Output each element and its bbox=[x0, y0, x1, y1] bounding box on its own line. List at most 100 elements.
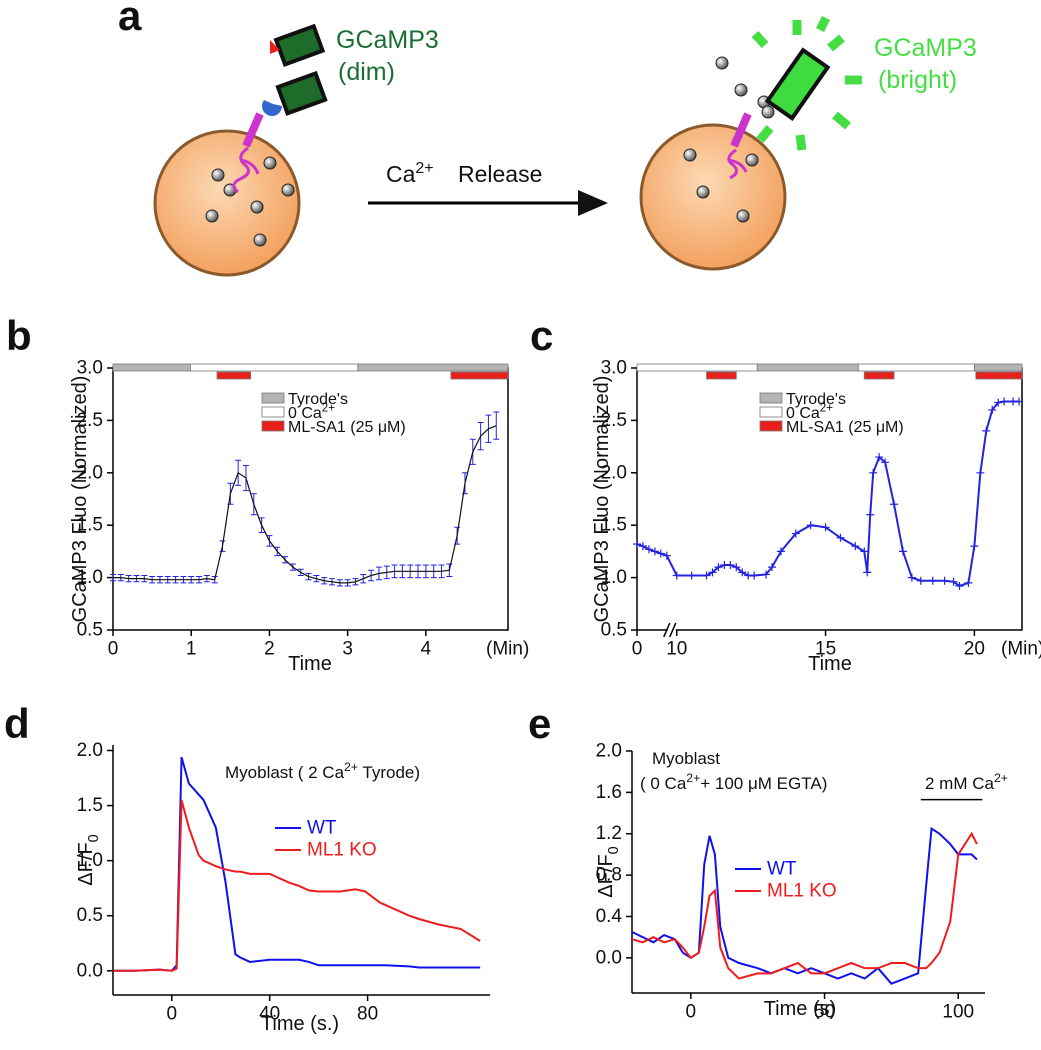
annotation: Myoblast ( 2 Ca2+ Tyrode) bbox=[225, 760, 420, 782]
series-line bbox=[631, 831, 978, 980]
point-marker bbox=[806, 521, 815, 530]
y-tick-label: 2.0 bbox=[596, 741, 622, 762]
panel-label: e bbox=[528, 700, 551, 747]
point-marker bbox=[638, 542, 647, 551]
condition-bar bbox=[216, 371, 252, 380]
point-marker bbox=[994, 398, 1003, 407]
axis-break bbox=[663, 622, 671, 638]
y-tick-label: 2.5 bbox=[601, 410, 627, 431]
point-marker bbox=[949, 577, 958, 586]
x-axis-unit: (Min) bbox=[486, 639, 529, 660]
point-marker bbox=[976, 468, 985, 477]
y-tick-label: 2.5 bbox=[77, 410, 103, 431]
x-tick-label: 4 bbox=[421, 639, 432, 660]
annotation-part: ( 0 Ca bbox=[640, 774, 687, 793]
sensor-dim bbox=[273, 23, 326, 67]
y-tick-label: 0.5 bbox=[601, 620, 627, 641]
annotation-part: + 100 μM EGTA) bbox=[700, 774, 827, 793]
condition-bar bbox=[973, 363, 1023, 372]
arrow-label-part: Ca bbox=[386, 161, 416, 187]
point-marker bbox=[762, 570, 771, 579]
sensor-name: GCaMP3 bbox=[336, 26, 439, 54]
point-marker bbox=[650, 547, 659, 556]
annotation-part: Tyrode) bbox=[358, 763, 420, 782]
x-tick-label: 0 bbox=[632, 639, 643, 660]
linker bbox=[242, 112, 264, 148]
x-axis-label: Time bbox=[288, 653, 332, 675]
point-marker bbox=[702, 571, 711, 580]
x-tick-label: 20 bbox=[964, 639, 985, 660]
point-marker bbox=[821, 523, 830, 532]
legend-swatch bbox=[759, 392, 783, 404]
x-tick-label: 100 bbox=[942, 1002, 974, 1023]
condition-bar bbox=[863, 371, 895, 380]
point-marker bbox=[964, 578, 973, 587]
sensor-bright bbox=[764, 47, 831, 121]
y-axis-label-part: 0 bbox=[606, 846, 622, 854]
legend-label: ML1 KO bbox=[307, 840, 377, 861]
diagram-a: a GCaMP3 (dim) Ca2+ Release GCaMP3 bbox=[118, 0, 977, 277]
annotation: 2 mM Ca2+ bbox=[925, 771, 1008, 793]
condition-bar bbox=[450, 371, 509, 380]
y-tick-label: 1.6 bbox=[596, 782, 622, 803]
point-marker bbox=[776, 547, 785, 556]
annotation-part: 2+ bbox=[994, 771, 1008, 785]
series-line bbox=[113, 756, 481, 972]
point-marker bbox=[851, 542, 860, 551]
sensor-state: (dim) bbox=[338, 58, 395, 86]
sensor-name: GCaMP3 bbox=[874, 34, 977, 62]
y-tick-label: 2.0 bbox=[77, 462, 103, 483]
point-marker bbox=[708, 568, 717, 577]
legend-swatch bbox=[261, 420, 285, 432]
point-marker bbox=[662, 551, 671, 560]
y-tick-label: 1.5 bbox=[77, 515, 103, 536]
x-tick-label: 3 bbox=[342, 639, 353, 660]
y-tick-label: 3.0 bbox=[601, 358, 627, 379]
x-tick-label: 50 bbox=[814, 1002, 835, 1023]
channel bbox=[232, 146, 260, 194]
legend-label: ML1 KO bbox=[767, 881, 837, 902]
y-tick-label: 0.5 bbox=[77, 905, 103, 926]
condition-bar bbox=[636, 363, 758, 372]
arrow-label: Ca2+ bbox=[386, 160, 434, 187]
y-axis-label: GCaMP3 Fluo (Normalized) bbox=[69, 376, 91, 623]
x-axis-label: Time (s.) bbox=[261, 1013, 339, 1035]
annotation-part: 2 mM Ca bbox=[925, 774, 995, 793]
series-line bbox=[113, 799, 481, 972]
point-marker bbox=[768, 563, 776, 572]
point-marker bbox=[714, 563, 723, 572]
y-tick-label: 0.8 bbox=[596, 865, 622, 886]
legend-swatch bbox=[759, 420, 783, 432]
x-tick-label: 80 bbox=[357, 1004, 378, 1025]
point-marker bbox=[726, 561, 735, 570]
legend-label: Tyrode's bbox=[288, 391, 348, 408]
axis-break bbox=[669, 622, 677, 638]
y-tick-label: 1.2 bbox=[596, 823, 622, 844]
point-marker bbox=[970, 542, 979, 551]
point-marker bbox=[982, 426, 991, 435]
x-tick-label: 1 bbox=[186, 639, 197, 660]
y-tick-label: 1.0 bbox=[601, 567, 627, 588]
point-marker bbox=[750, 571, 759, 580]
point-marker bbox=[890, 500, 899, 509]
x-tick-label: 10 bbox=[666, 639, 687, 660]
y-axis-label: ΔF/F0 bbox=[75, 834, 102, 885]
point-marker bbox=[928, 576, 937, 585]
y-tick-label: 0.0 bbox=[77, 960, 103, 981]
point-marker bbox=[907, 573, 916, 582]
sensor-tip bbox=[270, 40, 280, 54]
legend-label: WT bbox=[767, 859, 797, 880]
condition-bar bbox=[975, 371, 1023, 380]
legend-label-part: 0 Ca bbox=[786, 405, 820, 422]
glow-rays bbox=[751, 15, 862, 151]
annotation: ( 0 Ca2++ 100 μM EGTA) bbox=[640, 771, 827, 793]
point-marker bbox=[916, 576, 925, 585]
panel-label: c bbox=[530, 312, 553, 359]
y-tick-label: 0.5 bbox=[77, 620, 103, 641]
condition-bar bbox=[190, 363, 359, 372]
point-marker bbox=[687, 571, 696, 580]
vesicle bbox=[153, 129, 301, 277]
y-axis-label: ΔF/F0 bbox=[595, 846, 622, 897]
point-marker bbox=[656, 549, 665, 558]
